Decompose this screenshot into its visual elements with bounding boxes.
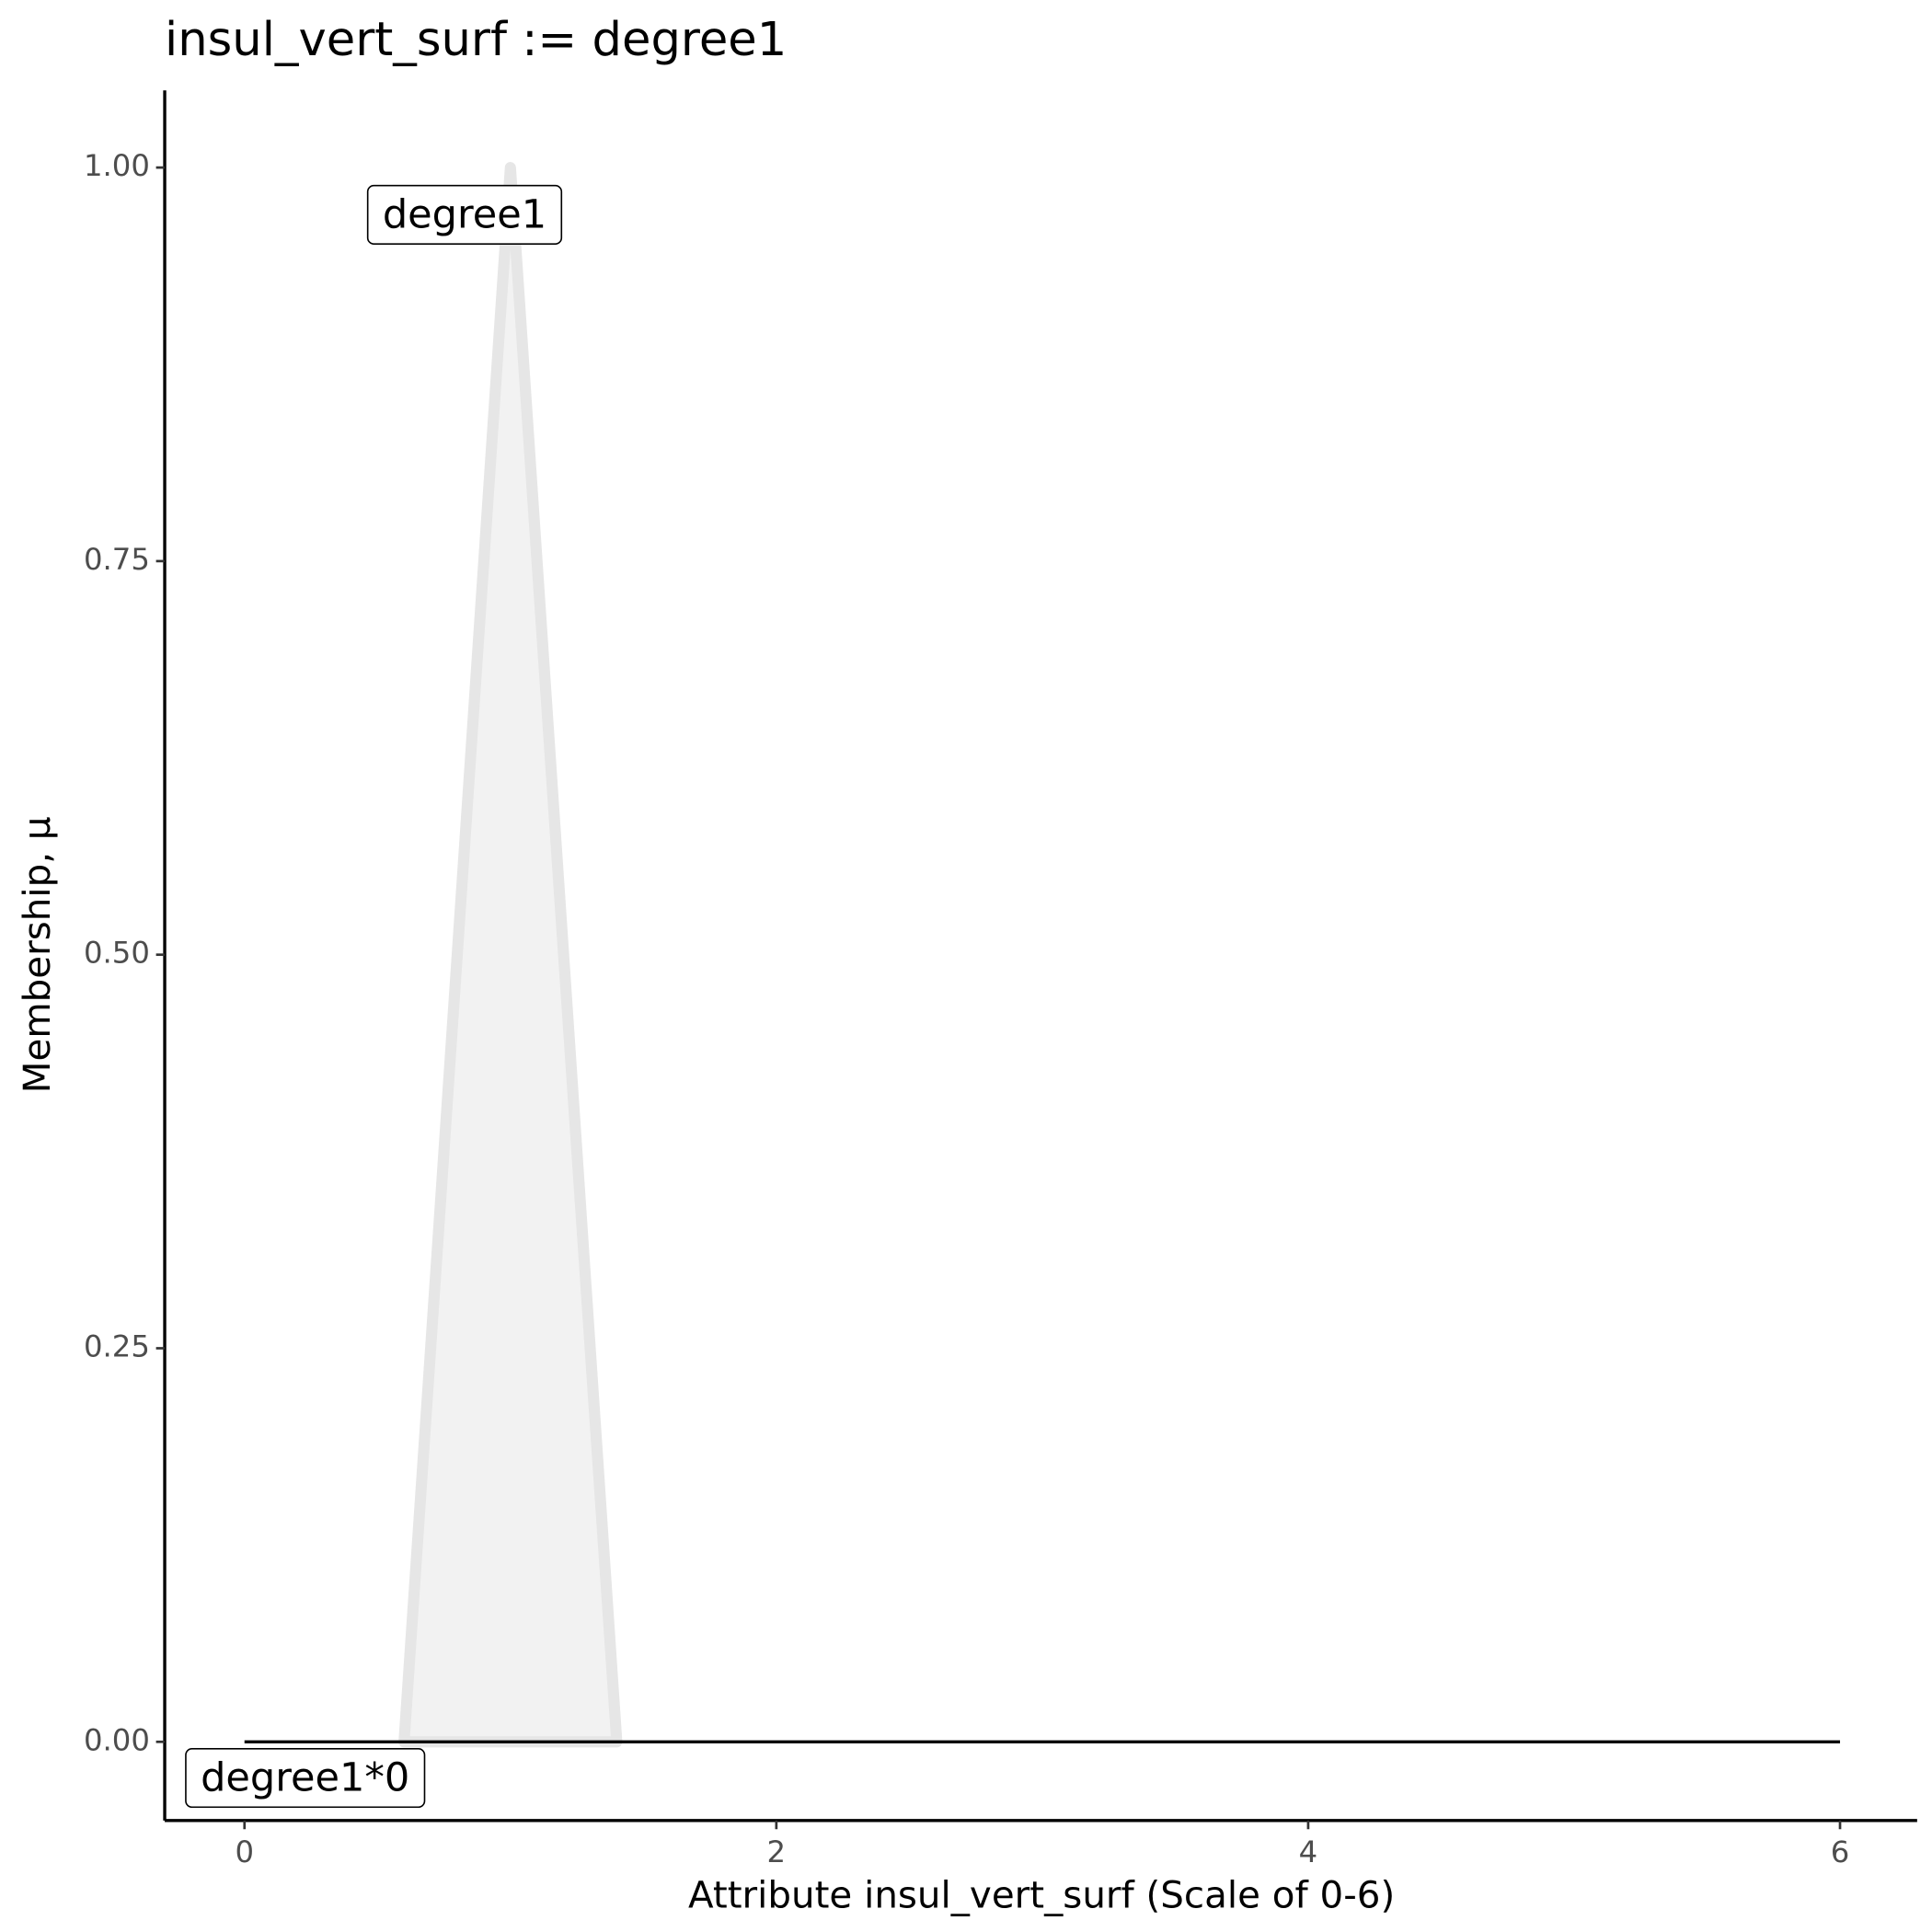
y-tick-label: 0.50 bbox=[84, 936, 150, 971]
area bbox=[398, 162, 623, 1748]
y-tick-label: 1.00 bbox=[84, 148, 150, 183]
series-label-group: degree1*0 bbox=[185, 1747, 426, 1809]
chart-title: insul_vert_surf := degree1 bbox=[165, 13, 787, 67]
series-label-box bbox=[366, 184, 563, 246]
x-tick-label: 2 bbox=[767, 1834, 787, 1869]
series-label: degree1 bbox=[383, 191, 546, 237]
series-label: degree1*0 bbox=[201, 1755, 409, 1801]
y-tick-label: 0.00 bbox=[84, 1722, 150, 1757]
y-tick-label: 0.25 bbox=[84, 1328, 150, 1363]
y-tick-label: 0.75 bbox=[84, 542, 150, 577]
series-label-box bbox=[185, 1747, 426, 1809]
series-label-group: degree1 bbox=[366, 184, 563, 246]
x-axis-title: Attribute insul_vert_surf (Scale of 0-6) bbox=[688, 1873, 1395, 1916]
y-axis-title: Membership, μ bbox=[16, 816, 59, 1093]
x-tick-label: 6 bbox=[1831, 1834, 1850, 1869]
x-tick-label: 0 bbox=[235, 1834, 254, 1869]
x-tick-label: 4 bbox=[1299, 1834, 1318, 1869]
